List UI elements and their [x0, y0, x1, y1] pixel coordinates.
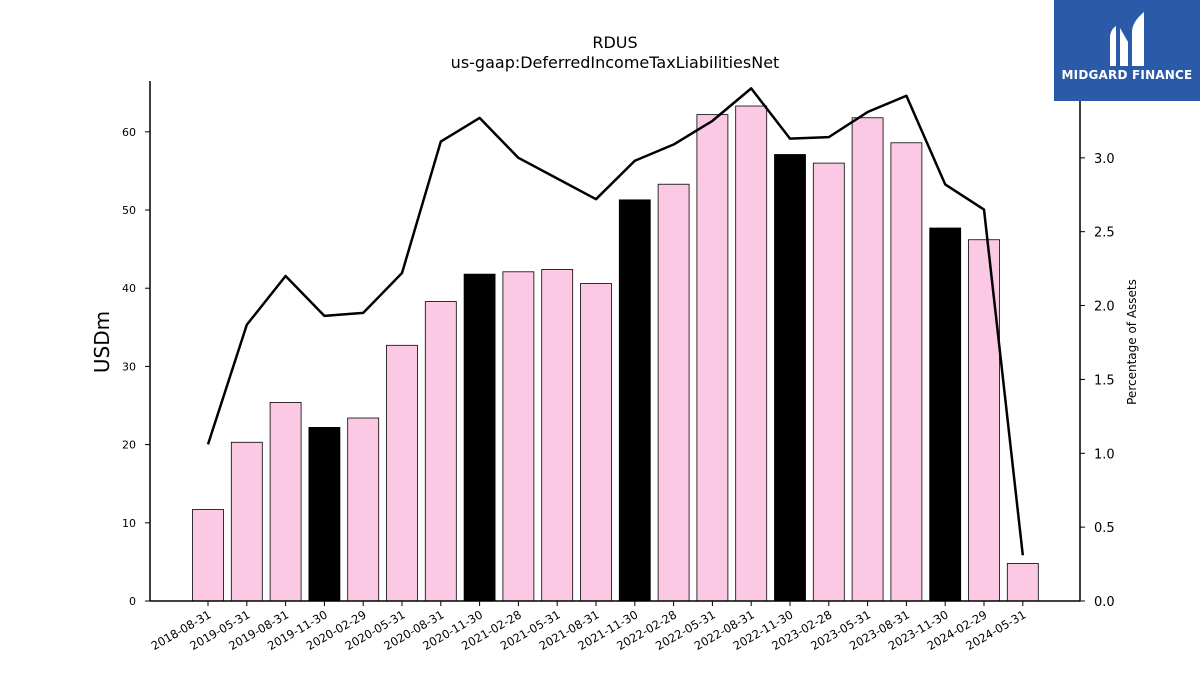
y2-tick-label: 3.0 [1094, 152, 1115, 167]
bar [192, 509, 224, 602]
y2-axis-label: Percentage of Assets [1125, 279, 1139, 405]
y2-tick-label: 0.0 [1094, 595, 1115, 610]
bar [1006, 563, 1039, 602]
y2-tick-label: 0.5 [1094, 521, 1115, 536]
chart-subtitle: us-gaap:DeferredIncomeTaxLiabilitiesNet [451, 53, 780, 72]
y-tick-label: 60 [122, 126, 136, 139]
bar [696, 114, 729, 602]
y-tick-label: 0 [129, 595, 136, 608]
bar [386, 344, 418, 602]
bar [269, 401, 302, 602]
bar [618, 199, 651, 602]
brand-logo: MIDGARD FINANCE [1054, 0, 1200, 101]
y2-tick-label: 2.5 [1094, 226, 1115, 241]
y-tick-label: 50 [122, 204, 136, 217]
y2-tick-label: 2.0 [1094, 300, 1115, 315]
y2-tick-label: 1.0 [1094, 447, 1115, 462]
y-tick-label: 30 [122, 360, 136, 373]
logo-text: MIDGARD FINANCE [1061, 68, 1193, 82]
bar [774, 154, 806, 602]
bar [851, 117, 884, 602]
bar [541, 269, 574, 602]
logo-mark-icon [1110, 12, 1144, 66]
bar [463, 273, 496, 602]
y-tick-label: 20 [122, 439, 136, 452]
bar [890, 142, 923, 602]
y-tick-label: 40 [122, 282, 136, 295]
bar [424, 301, 457, 602]
chart-title: RDUS [592, 33, 637, 52]
bar [929, 227, 962, 602]
bar [580, 283, 612, 602]
bar [812, 162, 845, 602]
bar [230, 441, 263, 602]
series-line [206, 87, 1025, 556]
y-axis-label: USDm [90, 311, 114, 373]
bar [657, 183, 690, 602]
y-tick-label: 10 [122, 517, 136, 530]
bar [502, 271, 535, 602]
bar [347, 417, 380, 602]
y2-tick-label: 1.5 [1094, 373, 1115, 388]
bar [735, 105, 768, 602]
bar [308, 427, 341, 602]
bar [968, 239, 1000, 602]
